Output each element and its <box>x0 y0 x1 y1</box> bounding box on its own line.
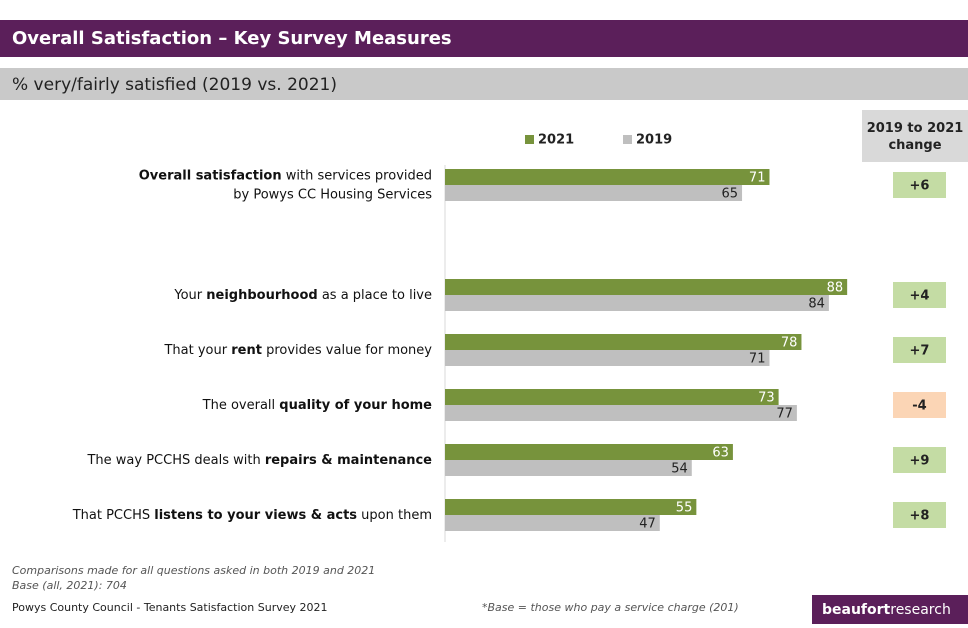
category-label-part: rent <box>231 343 262 358</box>
category-label-part: provides value for money <box>262 343 432 358</box>
category-label-part: Your <box>173 288 206 303</box>
bar <box>445 389 779 405</box>
change-header-line: 2019 to 2021 <box>867 121 964 136</box>
change-box <box>893 172 946 198</box>
change-label: +6 <box>910 179 930 194</box>
change-label: +4 <box>910 289 930 304</box>
change-label: -4 <box>912 399 926 414</box>
change-box <box>893 392 946 418</box>
bar <box>445 499 697 515</box>
category-label-part: neighbourhood <box>206 288 317 303</box>
category-label-part: The way PCCHS deals with <box>86 453 264 468</box>
category-label: That your rent provides value for money <box>163 343 432 358</box>
source: Powys County Council - Tenants Satisfact… <box>12 601 328 614</box>
subtitle-band <box>0 68 968 100</box>
change-header-line: change <box>888 138 941 153</box>
bar-value-label: 78 <box>781 336 798 351</box>
logo-box <box>812 595 968 624</box>
category-label-part: That your <box>163 343 231 358</box>
change-label: +7 <box>910 344 930 359</box>
bar <box>445 295 829 311</box>
category-label-part: listens to your views & acts <box>154 508 357 523</box>
bar <box>445 405 797 421</box>
bar-value-label: 71 <box>749 171 766 186</box>
category-label-part: as a place to live <box>318 288 432 303</box>
category-label-part: Overall satisfaction <box>139 168 282 183</box>
logo-part: research <box>890 602 951 618</box>
category-label: The overall quality of your home <box>202 398 433 413</box>
bar <box>445 515 660 531</box>
change-header-box <box>862 110 968 162</box>
change-box <box>893 447 946 473</box>
title: Overall Satisfaction – Key Survey Measur… <box>12 28 452 49</box>
category-label: by Powys CC Housing Services <box>233 187 432 202</box>
bar <box>445 444 733 460</box>
bar-value-label: 63 <box>712 446 729 461</box>
logo-part: beaufort <box>822 602 891 618</box>
subtitle: % very/fairly satisfied (2019 vs. 2021) <box>12 75 337 95</box>
legend-swatch <box>623 135 632 144</box>
legend-swatch <box>525 135 534 144</box>
category-label-part: by Powys CC Housing Services <box>233 187 432 202</box>
category-label: The way PCCHS deals with repairs & maint… <box>86 453 432 468</box>
bar-value-label: 88 <box>827 281 844 296</box>
bar <box>445 185 743 201</box>
note: Comparisons made for all questions asked… <box>12 564 375 577</box>
change-box <box>893 337 946 363</box>
base-note: *Base = those who pay a service charge (… <box>482 601 739 614</box>
category-label-part: The overall <box>202 398 280 413</box>
legend-label: 2019 <box>636 133 672 148</box>
logo: beaufortresearch <box>822 602 951 618</box>
bar <box>445 350 770 366</box>
change-label: +8 <box>910 509 930 524</box>
category-label-part: with services provided <box>282 168 432 183</box>
category-label-part: upon them <box>357 508 432 523</box>
bar-value-label: 55 <box>676 501 693 516</box>
bar-value-label: 73 <box>758 391 775 406</box>
change-header: 2019 to 2021 change <box>867 121 964 153</box>
bar-value-label: 71 <box>749 352 766 367</box>
note: Base (all, 2021): 704 <box>12 579 127 592</box>
bar <box>445 279 848 295</box>
bar-value-label: 65 <box>722 187 739 202</box>
title-band <box>0 20 968 57</box>
bar-value-label: 54 <box>671 462 688 477</box>
category-label: Your neighbourhood as a place to live <box>173 288 432 303</box>
change-label: +9 <box>910 454 930 469</box>
bar-value-label: 77 <box>776 407 793 422</box>
category-label-part: quality of your home <box>279 398 432 413</box>
bar-value-label: 47 <box>639 517 656 532</box>
legend-label: 2021 <box>538 133 574 148</box>
category-label-part: That PCCHS <box>72 508 155 523</box>
bar <box>445 169 770 185</box>
bar-value-label: 84 <box>808 297 825 312</box>
category-label-part: repairs & maintenance <box>265 453 432 468</box>
change-box <box>893 282 946 308</box>
bar <box>445 460 692 476</box>
bar <box>445 334 802 350</box>
category-label: Overall satisfaction with services provi… <box>139 168 432 183</box>
category-label: That PCCHS listens to your views & acts … <box>72 508 432 523</box>
change-box <box>893 502 946 528</box>
